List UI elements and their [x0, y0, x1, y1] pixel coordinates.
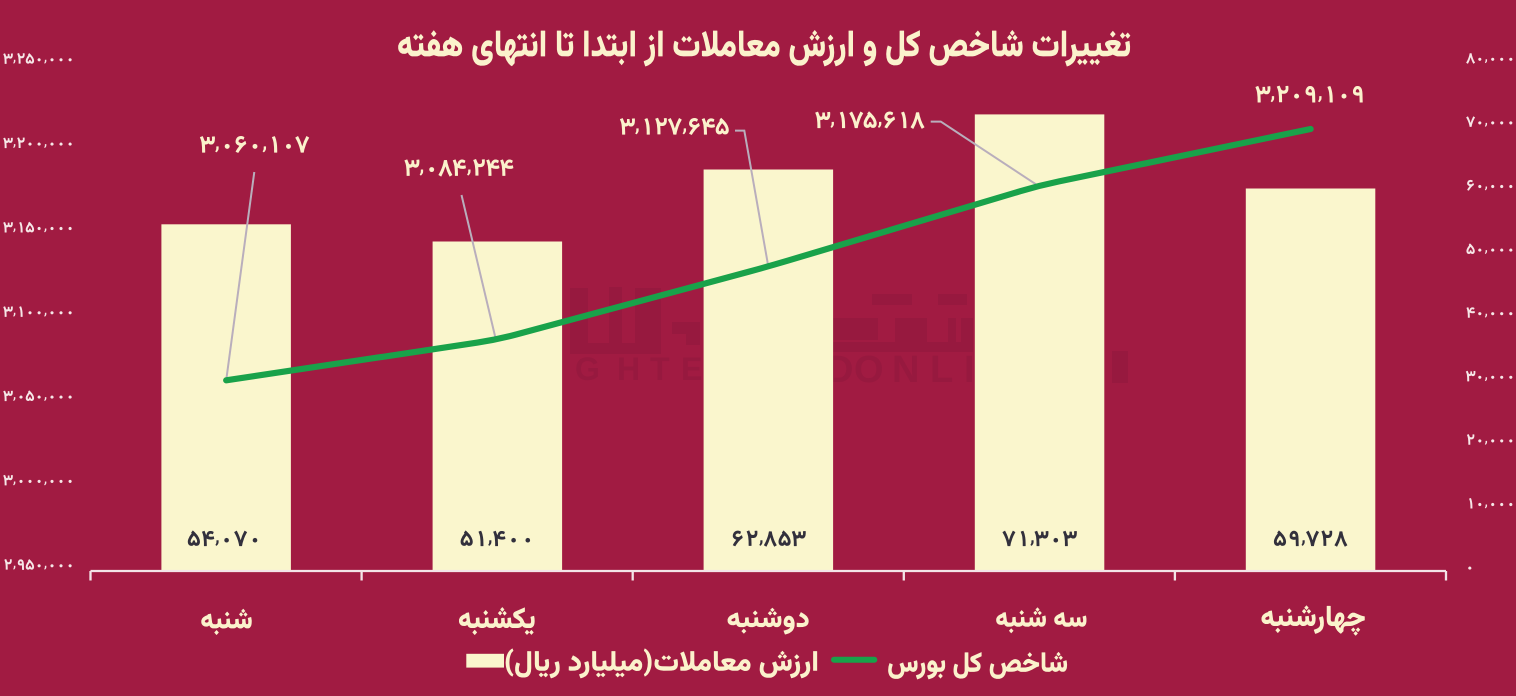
svg-text:G: G: [575, 351, 600, 387]
svg-text:T: T: [650, 351, 670, 387]
svg-text:N: N: [892, 349, 919, 391]
svg-text:I: I: [964, 349, 975, 391]
svg-text:L: L: [930, 349, 953, 391]
svg-text:O: O: [854, 349, 884, 391]
svg-text:E: E: [681, 351, 702, 387]
svg-text:H: H: [617, 351, 640, 387]
